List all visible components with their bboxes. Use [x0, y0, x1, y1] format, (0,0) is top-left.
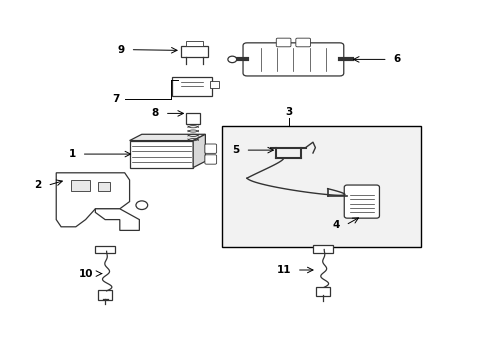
Polygon shape	[129, 134, 205, 140]
Polygon shape	[56, 173, 129, 227]
Text: 6: 6	[393, 54, 400, 64]
Text: 3: 3	[285, 107, 291, 117]
Polygon shape	[193, 134, 205, 168]
Text: 7: 7	[112, 94, 120, 104]
FancyBboxPatch shape	[344, 185, 379, 218]
Bar	[185, 41, 203, 46]
FancyBboxPatch shape	[315, 287, 329, 296]
Polygon shape	[95, 209, 139, 230]
Bar	[181, 46, 207, 57]
Polygon shape	[129, 140, 193, 168]
Circle shape	[136, 201, 147, 210]
FancyBboxPatch shape	[243, 43, 343, 76]
Text: 1: 1	[68, 149, 76, 159]
FancyBboxPatch shape	[312, 245, 332, 253]
Bar	[98, 182, 110, 191]
Text: 9: 9	[117, 45, 124, 55]
Bar	[210, 81, 219, 88]
FancyBboxPatch shape	[98, 290, 112, 300]
FancyBboxPatch shape	[204, 155, 216, 164]
Text: 8: 8	[151, 108, 159, 118]
Bar	[222, 126, 420, 247]
FancyBboxPatch shape	[172, 77, 211, 96]
FancyBboxPatch shape	[186, 113, 200, 124]
Text: 4: 4	[332, 220, 339, 230]
Bar	[71, 180, 90, 191]
Text: 2: 2	[34, 180, 41, 190]
FancyBboxPatch shape	[295, 38, 310, 47]
FancyBboxPatch shape	[95, 246, 115, 253]
FancyBboxPatch shape	[276, 38, 290, 47]
FancyBboxPatch shape	[204, 144, 216, 153]
Circle shape	[227, 56, 236, 63]
Text: 11: 11	[276, 265, 290, 275]
Text: 5: 5	[232, 145, 239, 155]
Text: 10: 10	[78, 269, 93, 279]
